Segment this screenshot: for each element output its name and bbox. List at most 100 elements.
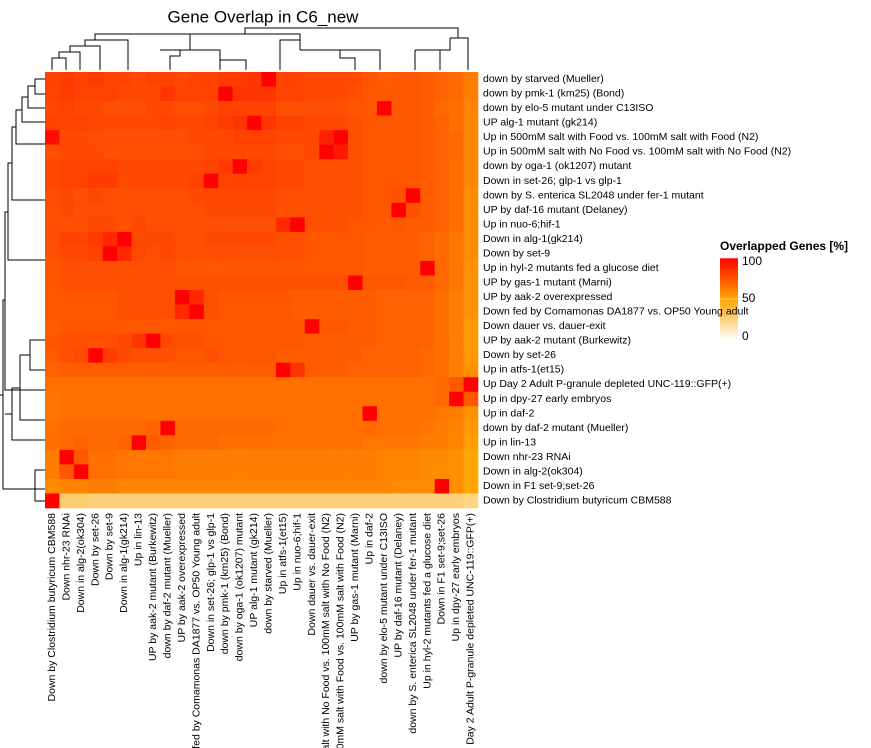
- heatmap-cell: [247, 72, 262, 87]
- heatmap-cell: [189, 159, 205, 175]
- heatmap-cell: [218, 435, 233, 451]
- heatmap-cell: [247, 115, 262, 131]
- heatmap-cell: [333, 217, 349, 233]
- heatmap-cell: [261, 377, 277, 393]
- heatmap-cell: [203, 86, 219, 102]
- heatmap-cell: [88, 159, 104, 175]
- heatmap-cell: [131, 449, 147, 465]
- heatmap-cell: [290, 173, 306, 189]
- heatmap-cell: [449, 319, 464, 334]
- heatmap-cell: [304, 449, 320, 465]
- heatmap-cell: [333, 377, 349, 393]
- heatmap-cell: [73, 304, 89, 320]
- heatmap-cell: [405, 420, 421, 436]
- heatmap-cell: [131, 290, 147, 305]
- heatmap-cell: [117, 260, 132, 276]
- heatmap-cell: [45, 391, 60, 407]
- heatmap-cell: [434, 144, 450, 160]
- heatmap-cell: [362, 246, 378, 262]
- heatmap-cell: [174, 319, 190, 334]
- heatmap-cell: [319, 202, 334, 218]
- heatmap-cell: [420, 377, 435, 393]
- heatmap-cell: [348, 333, 363, 349]
- row-label: Up in hyl-2 mutants fed a glucose diet: [483, 262, 659, 274]
- heatmap-cell: [261, 406, 277, 422]
- heatmap-cell: [73, 391, 89, 407]
- heatmap-cell: [290, 188, 306, 204]
- heatmap-cell: [73, 435, 89, 451]
- heatmap-cell: [203, 406, 219, 422]
- heatmap-cell: [146, 202, 161, 218]
- column-label: UP alg-1 mutant (gk214): [248, 513, 260, 627]
- heatmap-cell: [102, 159, 118, 175]
- heatmap-cell: [203, 173, 219, 189]
- heatmap-cell: [391, 493, 407, 509]
- row-label: Up in dpy-27 early embryos: [483, 393, 611, 405]
- heatmap-cell: [290, 130, 306, 145]
- heatmap-cell: [203, 231, 219, 247]
- heatmap-cell: [232, 115, 248, 131]
- heatmap-cell: [232, 478, 248, 494]
- heatmap-cell: [333, 101, 349, 116]
- heatmap-cell: [376, 464, 392, 480]
- heatmap-cell: [290, 449, 306, 465]
- heatmap-cell: [45, 290, 60, 305]
- heatmap-cell: [189, 304, 205, 320]
- heatmap-cell: [290, 377, 306, 393]
- heatmap-cell: [247, 333, 262, 349]
- heatmap-cell: [376, 435, 392, 451]
- heatmap-cell: [463, 86, 479, 102]
- heatmap-cell: [391, 435, 407, 451]
- heatmap-cell: [319, 101, 334, 116]
- heatmap-cell: [319, 188, 334, 204]
- heatmap-cell: [174, 464, 190, 480]
- heatmap-cell: [348, 72, 363, 87]
- row-label: Down in set-26; glp-1 vs glp-1: [483, 175, 622, 187]
- heatmap-cell: [146, 304, 161, 320]
- heatmap-cell: [102, 115, 118, 131]
- heatmap-cell: [88, 348, 104, 363]
- heatmap-cell: [117, 275, 132, 291]
- heatmap-cell: [247, 464, 262, 480]
- heatmap-cell: [405, 260, 421, 276]
- heatmap-cell: [88, 406, 104, 422]
- heatmap-cell: [73, 231, 89, 247]
- heatmap-cell: [174, 202, 190, 218]
- heatmap-cell: [160, 290, 176, 305]
- heatmap-cell: [73, 275, 89, 291]
- column-label: down by oga-1 (ok1207) mutant: [234, 513, 246, 661]
- heatmap-cell: [203, 115, 219, 131]
- row-label: Down in alg-2(ok304): [483, 465, 583, 477]
- heatmap-cell: [131, 86, 147, 102]
- heatmap-cell: [420, 275, 435, 291]
- heatmap-cell: [449, 159, 464, 175]
- heatmap-cell: [319, 115, 334, 131]
- heatmap-cell: [405, 406, 421, 422]
- heatmap-cell: [319, 420, 334, 436]
- heatmap-cell: [420, 101, 435, 116]
- heatmap-cell: [247, 449, 262, 465]
- row-label: Up in 500mM salt with No Food vs. 100mM …: [483, 146, 791, 158]
- heatmap-cell: [304, 173, 320, 189]
- heatmap-cell: [45, 217, 60, 233]
- heatmap-cell: [232, 464, 248, 480]
- heatmap-cell: [319, 130, 334, 145]
- heatmap-cell: [376, 493, 392, 509]
- heatmap-cell: [189, 275, 205, 291]
- heatmap-cell: [449, 275, 464, 291]
- heatmap-cell: [131, 435, 147, 451]
- heatmap-cell: [203, 319, 219, 334]
- heatmap-cell: [420, 333, 435, 349]
- heatmap-cell: [88, 173, 104, 189]
- heatmap-cell: [146, 493, 161, 509]
- heatmap-cell: [247, 202, 262, 218]
- heatmap-cell: [174, 115, 190, 131]
- heatmap-cell: [232, 260, 248, 276]
- heatmap-cell: [73, 260, 89, 276]
- heatmap-cell: [391, 304, 407, 320]
- heatmap-cell: [203, 449, 219, 465]
- heatmap-cell: [463, 348, 479, 363]
- heatmap-cell: [203, 101, 219, 116]
- heatmap-cell: [45, 246, 60, 262]
